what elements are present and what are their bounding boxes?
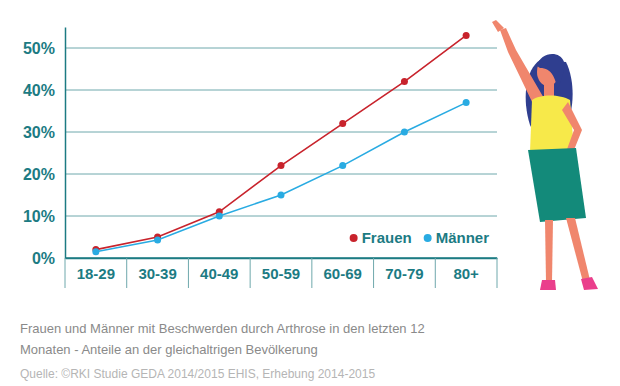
legend-item: Frauen [350,229,412,246]
shoe [581,277,598,290]
grid-line [65,132,497,133]
grid [65,48,497,258]
data-point [401,78,408,85]
y-tick: 10% [23,208,65,225]
legend-label: Frauen [362,229,412,246]
grid-line [65,257,497,259]
data-point [278,192,285,199]
y-tick: 30% [23,124,65,141]
caption: Frauen und Männer mit Beschwerden durch … [20,318,440,360]
data-point [278,162,285,169]
data-point [154,236,161,243]
category-separator [126,258,127,288]
hair-front [537,54,564,90]
category-separator [250,258,251,288]
series-points [92,99,469,255]
grid-line [65,174,497,175]
series-points [92,32,469,253]
x-tick-label: 30-39 [138,265,176,282]
x-tick-label: 70-79 [385,265,423,282]
data-point [463,32,470,39]
y-axis: 0% 10% 20% 30% 40% 50% [23,28,66,267]
x-tick: 18-29 [77,265,115,282]
y-tick-label: 20% [23,166,55,183]
plot-area [92,32,469,255]
x-tick-label: 60-69 [324,265,362,282]
legend-symbol [350,234,358,242]
x-axis-line [66,258,498,260]
arm-hip [562,102,582,155]
x-tick-label: 40-49 [200,265,238,282]
illustration [492,20,598,290]
category-separator [373,258,374,288]
category-separator [497,258,498,288]
category-separators [65,258,497,288]
leg [566,218,590,282]
y-tick-label: 0% [32,250,55,267]
y-tick-label: 50% [23,40,55,57]
series-line [96,103,466,252]
y-tick: 40% [23,82,65,99]
data-point [463,99,470,106]
y-tick-label: 40% [23,82,55,99]
x-tick: 30-39 [138,265,176,282]
x-tick-label: 50-59 [262,265,300,282]
y-tick: 20% [23,166,65,183]
y-tick-label: 30% [23,124,55,141]
category-separator [188,258,189,288]
hand [492,20,504,32]
data-point [339,120,346,127]
y-tick: 0% [32,250,65,267]
y-axis-line [65,28,67,259]
grid-line [65,216,497,217]
legend-item: Männer [424,229,490,246]
x-tick-label: 18-29 [77,265,115,282]
source: Quelle: ©RKI Studie GEDA 2014/2015 EHIS,… [20,367,375,381]
x-tick: 70-79 [385,265,423,282]
x-tick-label: 80+ [453,265,479,282]
grid-line [65,48,497,49]
category-separator [311,258,312,288]
data-point [92,248,99,255]
y-tick: 50% [23,40,65,57]
x-tick: 50-59 [262,265,300,282]
leg [545,220,553,282]
x-tick: 40-49 [200,265,238,282]
y-tick-label: 10% [23,208,55,225]
series-line [96,35,466,249]
data-point [401,129,408,136]
grid-line [65,90,497,91]
skirt [528,148,586,222]
data-point [216,213,223,220]
data-point [339,162,346,169]
x-axis: 18-29 30-39 40-49 50-59 60-69 70-79 80+ [66,259,498,282]
legend: Frauen Männer [350,229,490,246]
x-tick: 60-69 [324,265,362,282]
legend-label: Männer [436,229,490,246]
legend-symbol [424,234,432,242]
shoe [540,280,556,290]
category-separator [435,258,436,288]
x-tick: 80+ [453,265,479,282]
category-separator [65,258,66,288]
